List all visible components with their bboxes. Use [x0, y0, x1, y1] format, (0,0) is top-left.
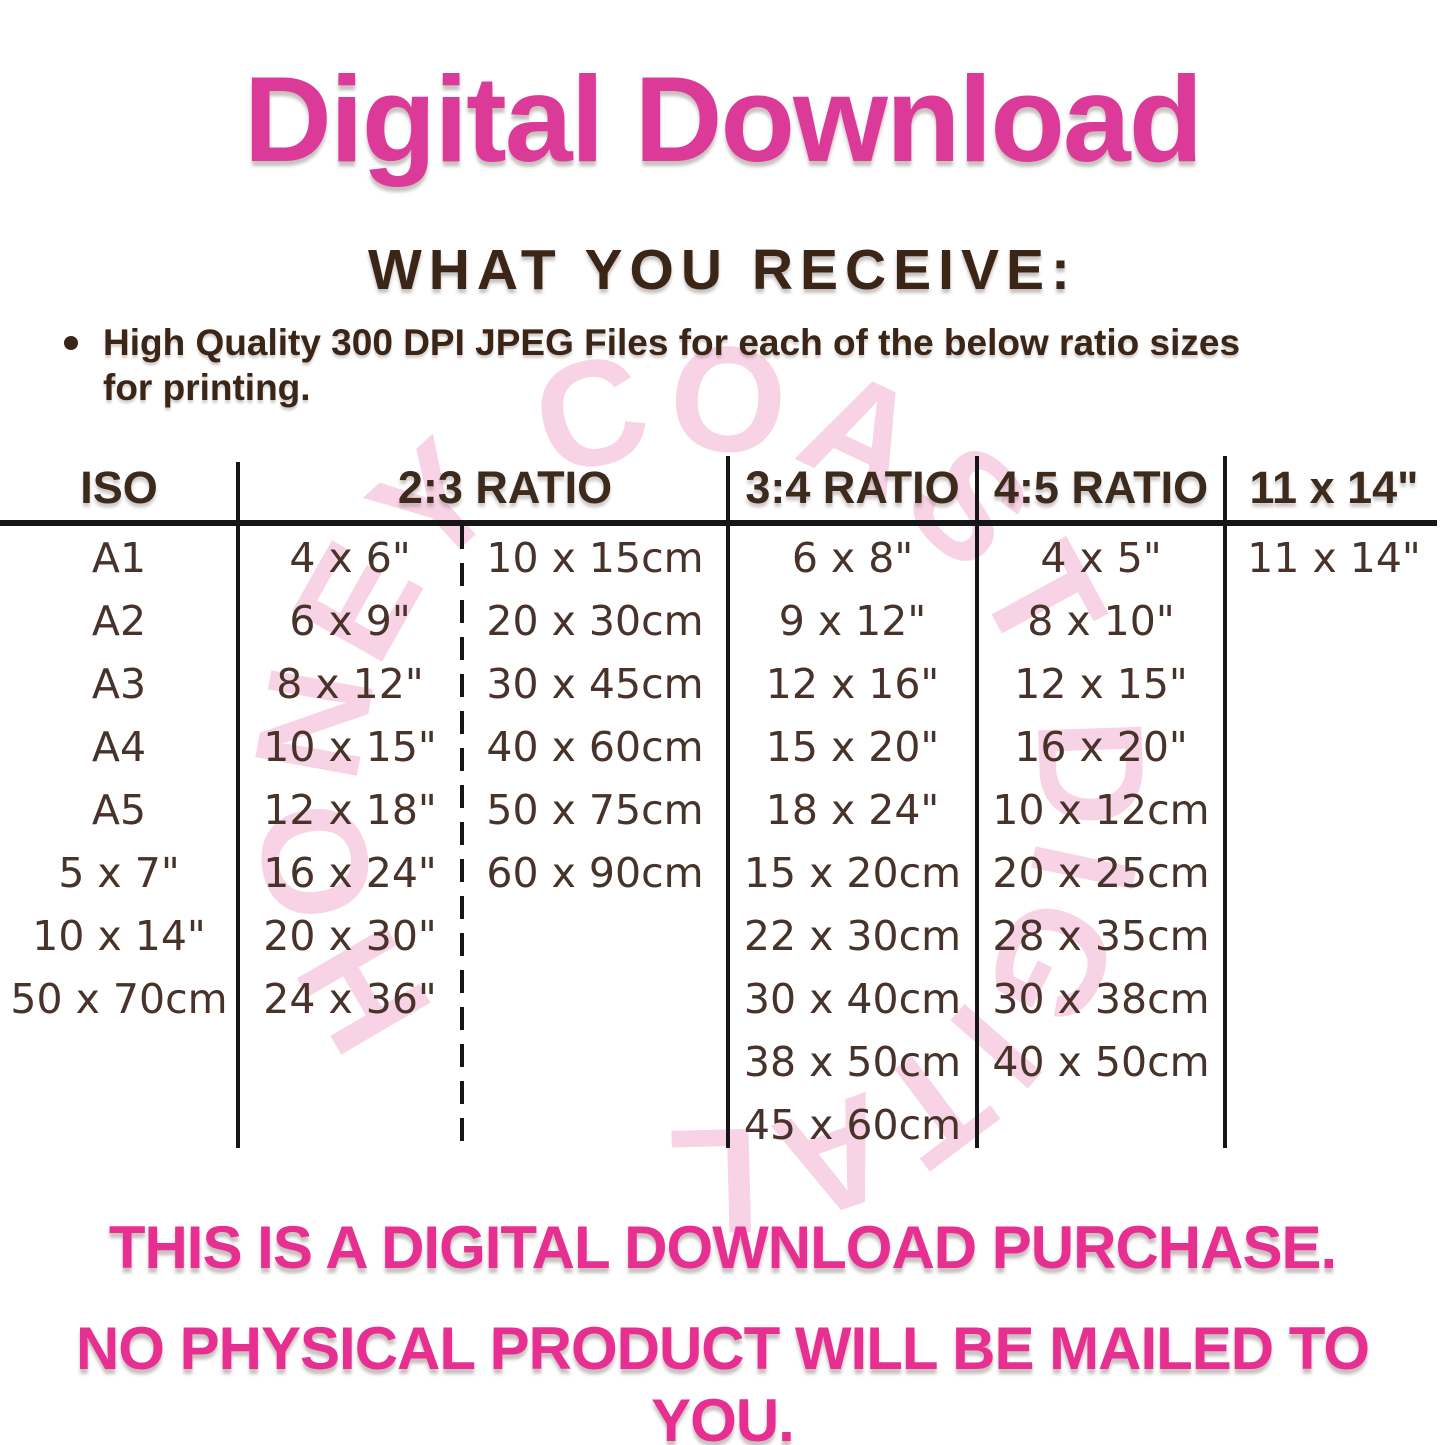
size-cell: 10 x 15": [263, 723, 437, 771]
size-cell: 12 x 16": [765, 660, 940, 708]
size-cell: 40 x 50cm: [992, 1038, 1210, 1086]
size-cell: 28 x 35cm: [992, 912, 1210, 960]
size-cell: 12 x 18": [263, 786, 437, 834]
table-divider-iso: [236, 462, 240, 1148]
size-cell: 9 x 12": [778, 597, 927, 645]
bullet-dot: [64, 336, 78, 350]
table-divider-45-1114: [1223, 456, 1227, 1148]
size-cell: 4 x 6": [289, 534, 411, 582]
size-cell: 30 x 40cm: [743, 975, 962, 1023]
size-cell: 40 x 60cm: [486, 723, 704, 771]
size-cell: 20 x 30": [263, 912, 437, 960]
size-cell: 6 x 9": [289, 597, 411, 645]
size-cell: 16 x 24": [263, 849, 437, 897]
size-cell: 8 x 12": [276, 660, 424, 708]
size-cell: 20 x 25cm: [992, 849, 1210, 897]
size-cell: 10 x 15cm: [486, 534, 704, 582]
size-cell: 15 x 20cm: [743, 849, 962, 897]
column-23-inches: 4 x 6" 6 x 9" 8 x 12" 10 x 15" 12 x 18" 16 x …: [238, 527, 462, 1031]
table-header-rule: [0, 520, 1437, 526]
size-cell: 38 x 50cm: [743, 1038, 962, 1086]
size-cell: 50 x 75cm: [486, 786, 704, 834]
size-cell: 15 x 20": [765, 723, 940, 771]
table-divider-34-45: [975, 456, 979, 1148]
size-cell: 8 x 10": [1027, 597, 1175, 645]
size-cell: 6 x 8": [791, 534, 914, 582]
column-23-cm: 10 x 15cm 20 x 30cm 30 x 45cm 40 x 60cm 50 x…: [462, 527, 728, 905]
column-header-45-ratio: 4:5 RATIO: [993, 462, 1209, 513]
bullet-text-line1: High Quality 300 DPI JPEG Files for each…: [103, 322, 1241, 363]
size-cell: 30 x 45cm: [486, 660, 704, 708]
size-cell: 22 x 30cm: [743, 912, 962, 960]
size-cell: 4 x 5": [1040, 534, 1162, 582]
column-header-iso: ISO: [80, 462, 158, 513]
column-34-ratio: 6 x 8" 9 x 12" 12 x 16" 15 x 20" 18 x 24" 15 …: [728, 527, 977, 1157]
size-cell: A4: [91, 723, 147, 771]
bullet-text: High Quality 300 DPI JPEG Files for each…: [103, 320, 1433, 410]
column-header-34-ratio: 3:4 RATIO: [745, 462, 960, 513]
size-cell: 10 x 12cm: [992, 786, 1210, 834]
size-cell: 16 x 20": [1014, 723, 1188, 771]
footer-line1: THIS IS A DIGITAL DOWNLOAD PURCHASE.: [108, 1214, 1337, 1281]
column-iso: A1 A2 A3 A4 A5 5 x 7" 10 x 14" 50 x 70cm: [0, 527, 238, 1031]
size-cell: 20 x 30cm: [486, 597, 704, 645]
size-cell: A3: [91, 660, 147, 708]
size-cell: 60 x 90cm: [486, 849, 704, 897]
size-cell: A5: [91, 786, 147, 834]
column-header-23-ratio: 2:3 RATIO: [397, 462, 613, 513]
size-cell: 45 x 60cm: [743, 1101, 962, 1149]
size-cell: 30 x 38cm: [992, 975, 1210, 1023]
size-cell: 5 x 7": [58, 849, 180, 897]
size-cell: 24 x 36": [263, 975, 437, 1023]
column-header-11x14: 11 x 14": [1249, 462, 1419, 513]
receive-heading: WHAT YOU RECEIVE:: [367, 238, 1078, 302]
page-title: Digital Download: [243, 51, 1204, 187]
table-divider-23-34: [726, 456, 730, 1148]
column-45-ratio: 4 x 5" 8 x 10" 12 x 15" 16 x 20" 10 x 12cm 20…: [977, 527, 1225, 1094]
size-cell: 12 x 15": [1014, 660, 1188, 708]
footer-line2: NO PHYSICAL PRODUCT WILL BE MAILED TO YO…: [75, 1315, 1370, 1445]
size-cell: 10 x 14": [32, 912, 206, 960]
size-cell: 11 x 14": [1247, 534, 1421, 582]
bullet-text-line2: for printing.: [103, 367, 311, 408]
column-11x14: 11 x 14": [1225, 527, 1443, 590]
table-divider-23-dashed: [460, 526, 464, 1148]
size-cell: 18 x 24": [765, 786, 940, 834]
size-cell: A1: [91, 534, 147, 582]
size-cell: A2: [91, 597, 147, 645]
size-cell: 50 x 70cm: [10, 975, 228, 1023]
